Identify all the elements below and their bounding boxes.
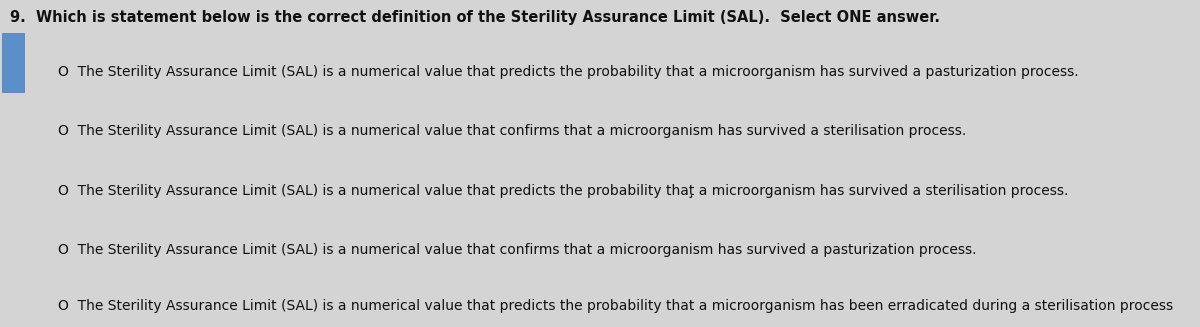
- Text: O  The Sterility Assurance Limit (SAL) is a numerical value that predicts the pr: O The Sterility Assurance Limit (SAL) is…: [58, 299, 1172, 313]
- Text: O  The Sterility Assurance Limit (SAL) is a numerical value that predicts the pr: O The Sterility Assurance Limit (SAL) is…: [58, 184, 1068, 198]
- Text: O  The Sterility Assurance Limit (SAL) is a numerical value that confirms that a: O The Sterility Assurance Limit (SAL) is…: [58, 243, 976, 257]
- Text: O  The Sterility Assurance Limit (SAL) is a numerical value that confirms that a: O The Sterility Assurance Limit (SAL) is…: [58, 124, 966, 138]
- FancyBboxPatch shape: [2, 33, 24, 92]
- Text: O  The Sterility Assurance Limit (SAL) is a numerical value that predicts the pr: O The Sterility Assurance Limit (SAL) is…: [58, 65, 1079, 79]
- Text: 9.  Which is statement below is the correct definition of the Sterility Assuranc: 9. Which is statement below is the corre…: [10, 10, 940, 25]
